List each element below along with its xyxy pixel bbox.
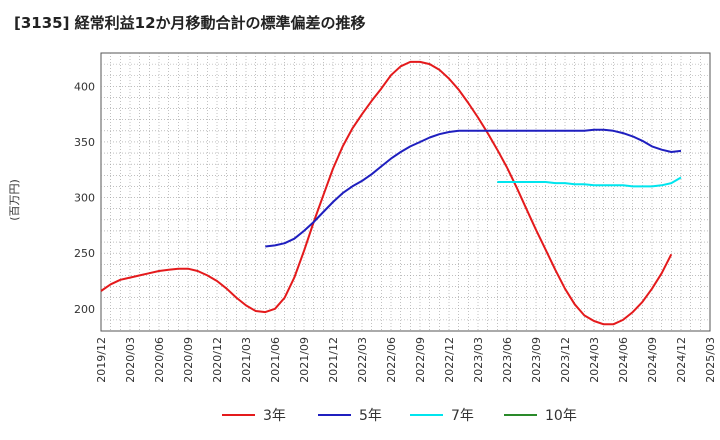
x-tick-label: 2025/03 xyxy=(704,337,717,383)
x-tick-label: 2022/09 xyxy=(414,337,427,383)
y-tick-label: 400 xyxy=(74,80,95,93)
x-tick-label: 2023/06 xyxy=(501,337,514,383)
x-tick-label: 2020/12 xyxy=(211,337,224,383)
x-tick-label: 2021/12 xyxy=(327,337,340,383)
x-tick-label: 2023/03 xyxy=(472,337,485,383)
x-tick-label: 2019/12 xyxy=(95,337,108,383)
x-tick-label: 2020/03 xyxy=(124,337,137,383)
chart-title: [3135] 経常利益12か月移動合計の標準偏差の推移 xyxy=(14,14,366,32)
y-tick-label: 200 xyxy=(74,303,95,316)
x-tick-labels: 2019/12 2020/03 2020/06 2020/09 2020/12 2021/… xyxy=(95,337,717,383)
x-tick-label: 2021/06 xyxy=(269,337,282,383)
x-tick-label: 2020/06 xyxy=(153,337,166,383)
y-tick-label: 350 xyxy=(74,136,95,149)
x-tick-label: 2024/09 xyxy=(646,337,659,383)
x-tick-label: 2022/03 xyxy=(356,337,369,383)
x-tick-label: 2022/06 xyxy=(385,337,398,383)
legend-label-7年: 7年 xyxy=(451,408,474,424)
series-line-7年 xyxy=(497,176,682,188)
legend-label-3年: 3年 xyxy=(263,408,286,424)
y-axis-label: (百万円) xyxy=(8,179,21,221)
plot-background xyxy=(100,52,711,332)
x-tick-label: 2020/09 xyxy=(182,337,195,383)
x-tick-label: 2024/06 xyxy=(617,337,630,383)
x-tick-label: 2022/12 xyxy=(443,337,456,383)
x-tick-label: 2021/09 xyxy=(298,337,311,383)
x-tick-label: 2024/03 xyxy=(588,337,601,383)
x-tick-label: 2023/12 xyxy=(559,337,572,383)
legend-label-10年: 10年 xyxy=(545,408,577,424)
series-lines xyxy=(100,60,682,326)
y-tick-label: 300 xyxy=(74,192,95,205)
y-tick-labels: 200 250 300 350 400 xyxy=(74,80,95,315)
y-tick-label: 250 xyxy=(74,247,95,260)
grid-lines xyxy=(101,53,710,331)
legend: 3年 5年 7年 10年 xyxy=(222,408,577,424)
legend-label-5年: 5年 xyxy=(359,408,382,424)
series-line-5年 xyxy=(265,128,682,248)
x-tick-label: 2023/09 xyxy=(530,337,543,383)
series-line-3年 xyxy=(100,60,673,326)
x-tick-label: 2024/12 xyxy=(675,337,688,383)
x-tick-label: 2021/03 xyxy=(240,337,253,383)
